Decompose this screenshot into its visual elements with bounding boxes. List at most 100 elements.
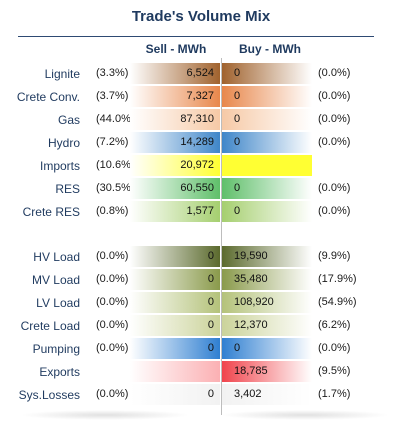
table-row: Lignite (3.3%) 6,524 0 (0.0%) [0,63,402,84]
center-divider [221,58,222,415]
sell-cell: 0 [130,384,220,405]
sell-value: 20,972 [180,159,214,171]
table-row: Imports (10.6%) 20,972 [0,155,402,176]
buy-cell: 0 [222,63,312,84]
sell-cell: 0 [130,269,220,290]
buy-value: 108,920 [234,296,274,308]
bottom-shadow-left [20,410,190,420]
sell-value: 0 [207,250,214,262]
sell-header: Sell - MWh [145,42,207,56]
sell-percent: (0.0%) [96,342,129,354]
table-row: HV Load (0.0%) 0 19,590 (9.9%) [0,246,402,267]
row-label: Crete Load [20,319,80,333]
row-label: HV Load [33,250,80,264]
sell-cell: 14,289 [130,132,220,153]
table-row: Sys.Losses (0.0%) 0 3,402 (1.7%) [0,384,402,405]
sell-percent: (0.0%) [96,273,129,285]
sell-percent: (10.6%) [96,159,135,171]
buy-percent: (6.2%) [318,319,351,331]
sell-value: 0 [207,296,214,308]
buy-percent: (0.0%) [318,67,351,79]
buy-cell: 0 [222,201,312,222]
table-row: Crete Load (0.0%) 0 12,370 (6.2%) [0,315,402,336]
sell-cell: 60,550 [130,178,220,199]
sell-percent: (3.7%) [96,90,129,102]
sell-cell: 1,577 [130,201,220,222]
buy-cell: 3,402 [222,384,312,405]
table-row: MV Load (0.0%) 0 35,480 (17.9%) [0,269,402,290]
buy-value: 0 [234,90,241,102]
table-row: Pumping (0.0%) 0 0 (0.0%) [0,338,402,359]
buy-percent: (0.0%) [318,182,351,194]
buy-percent: (1.7%) [318,388,351,400]
row-label: Crete RES [22,205,80,219]
table-row: Crete Conv. (3.7%) 7,327 0 (0.0%) [0,86,402,107]
sell-cell: 6,524 [130,63,220,84]
sell-cell: 0 [130,338,220,359]
sell-value: 0 [207,319,214,331]
buy-percent: (0.0%) [318,342,351,354]
sell-value: 7,327 [186,90,214,102]
sell-percent: (0.0%) [96,388,129,400]
sell-cell: 0 [130,315,220,336]
buy-percent: (0.0%) [318,90,351,102]
title-underline [18,36,374,37]
row-label: Pumping [32,342,80,356]
buy-cell: 35,480 [222,269,312,290]
buy-cell [222,155,312,176]
sell-cell: 87,310 [130,109,220,130]
table-row: Gas (44.0%) 87,310 0 (0.0%) [0,109,402,130]
sell-percent: (44.0%) [96,113,135,125]
sell-value: 1,577 [186,205,214,217]
buy-cell: 0 [222,109,312,130]
table-row: Exports 18,785 (9.5%) [0,361,402,382]
buy-value: 18,785 [234,365,268,377]
buy-cell: 19,590 [222,246,312,267]
sell-percent: (7.2%) [96,136,129,148]
sell-value: 60,550 [180,182,214,194]
buy-percent: (0.0%) [318,205,351,217]
buy-value: 0 [234,113,241,125]
buy-cell: 0 [222,178,312,199]
sell-percent: (0.0%) [96,250,129,262]
table-row: Crete RES (0.8%) 1,577 0 (0.0%) [0,201,402,222]
buy-value: 35,480 [234,273,268,285]
sell-value: 0 [207,388,214,400]
row-label: Imports [39,159,80,173]
sell-cell: 0 [130,246,220,267]
sell-percent: (0.0%) [96,319,129,331]
buy-percent: (17.9%) [318,273,357,285]
buy-value: 3,402 [234,388,262,400]
buy-cell: 18,785 [222,361,312,382]
sell-value: 0 [207,273,214,285]
row-label: Exports [39,365,80,379]
buy-value: 0 [234,205,241,217]
sell-value: 14,289 [180,136,214,148]
buy-value: 0 [234,182,241,194]
buy-percent: (9.9%) [318,250,351,262]
chart-title: Trade's Volume Mix [131,8,271,25]
row-label: Sys.Losses [18,388,80,402]
sell-percent: (0.8%) [96,205,129,217]
buy-percent: (54.9%) [318,296,357,308]
buy-value: 0 [234,136,241,148]
bottom-shadow-right [220,410,390,420]
row-label: MV Load [31,273,80,287]
row-label: Crete Conv. [16,90,80,104]
row-label: RES [55,182,80,196]
sell-cell [130,361,220,382]
sell-cell: 20,972 [130,155,220,176]
sell-cell: 0 [130,292,220,313]
buy-cell: 0 [222,338,312,359]
table-row: LV Load (0.0%) 0 108,920 (54.9%) [0,292,402,313]
buy-cell: 108,920 [222,292,312,313]
buy-percent: (0.0%) [318,136,351,148]
sell-cell: 7,327 [130,86,220,107]
sell-percent: (3.3%) [96,67,129,79]
buy-percent: (9.5%) [318,365,351,377]
buy-cell: 12,370 [222,315,312,336]
table-row: RES (30.5%) 60,550 0 (0.0%) [0,178,402,199]
buy-header: Buy - MWh [239,42,301,56]
sell-value: 0 [207,342,214,354]
row-label: Hydro [47,136,80,150]
